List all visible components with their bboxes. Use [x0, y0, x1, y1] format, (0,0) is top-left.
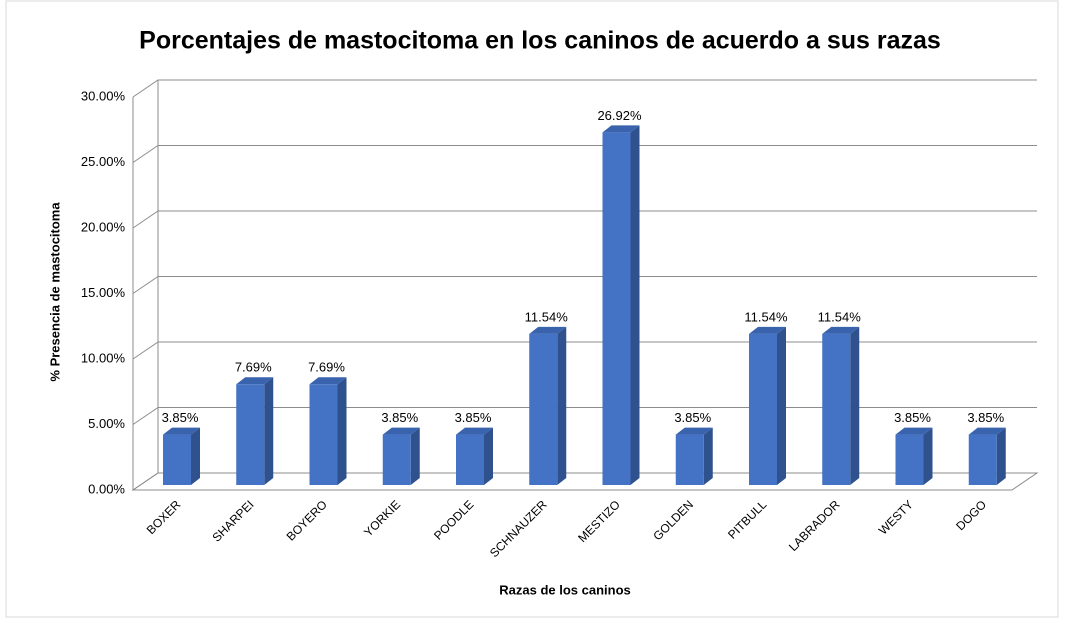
bar [968, 434, 997, 485]
grid-line [132, 407, 1037, 425]
data-label: 7.69% [235, 360, 272, 375]
bar [822, 333, 851, 485]
bar-top [163, 427, 200, 435]
chart-frame [5, 0, 1059, 618]
bar-top [382, 427, 420, 435]
bar-top [529, 326, 567, 334]
bar-top [309, 377, 347, 385]
y-tick-label: 30.00% [81, 88, 126, 103]
y-tick-label: 15.00% [81, 285, 126, 300]
bar-top [602, 125, 640, 133]
grid-line [132, 472, 1037, 491]
bar-side [703, 427, 713, 485]
bar-side [777, 326, 786, 485]
bar-top [822, 326, 860, 334]
grid-line [132, 276, 1037, 294]
bar [675, 434, 704, 485]
bar-side [191, 427, 200, 485]
y-tick-label: 10.00% [81, 350, 126, 365]
y-tick-label: 20.00% [81, 219, 126, 234]
bar [382, 434, 411, 485]
bar [236, 384, 265, 485]
x-axis-title: Razas de los caninos [499, 582, 631, 597]
bar [163, 434, 191, 485]
grid-line [132, 79, 1037, 98]
grid-line [132, 210, 1037, 229]
data-label: 11.54% [818, 309, 862, 324]
bar-top [675, 427, 713, 435]
data-label: 26.92% [597, 108, 642, 123]
data-label: 3.85% [455, 410, 492, 425]
data-label: 11.54% [525, 309, 569, 324]
bar-top [749, 326, 786, 334]
bar [895, 434, 924, 485]
data-label: 7.69% [308, 360, 345, 375]
bar [309, 384, 338, 485]
bar-side [630, 125, 640, 486]
bar [529, 333, 558, 485]
chart-title: Porcentajes de mastocitoma en los canino… [139, 27, 941, 55]
bar-top [895, 427, 933, 435]
y-axis-title: % Presencia de mastocitoma [47, 202, 62, 382]
bar-side [410, 427, 420, 485]
data-label: 3.85% [894, 410, 931, 425]
bar-side [996, 427, 1006, 485]
bar-side [557, 326, 567, 485]
bar-side [850, 326, 860, 485]
bar [749, 333, 777, 485]
grid-line [132, 341, 1037, 360]
bar-top [236, 377, 274, 385]
bar-side [264, 377, 274, 485]
y-tick-label: 5.00% [88, 416, 125, 431]
data-label: 3.85% [674, 410, 711, 425]
data-label: 11.54% [744, 309, 788, 324]
bar [456, 434, 484, 485]
bar-top [456, 427, 493, 435]
bar-side [923, 427, 933, 485]
grid-line [132, 145, 1037, 163]
bar-top [968, 427, 1006, 435]
bar-side [337, 377, 347, 485]
bar [602, 132, 631, 485]
y-tick-label: 0.00% [88, 481, 125, 496]
data-label: 3.85% [381, 410, 418, 425]
data-label: 3.85% [162, 410, 199, 425]
y-tick-label: 25.00% [81, 154, 126, 169]
bar-side [484, 427, 493, 485]
data-label: 3.85% [967, 410, 1004, 425]
